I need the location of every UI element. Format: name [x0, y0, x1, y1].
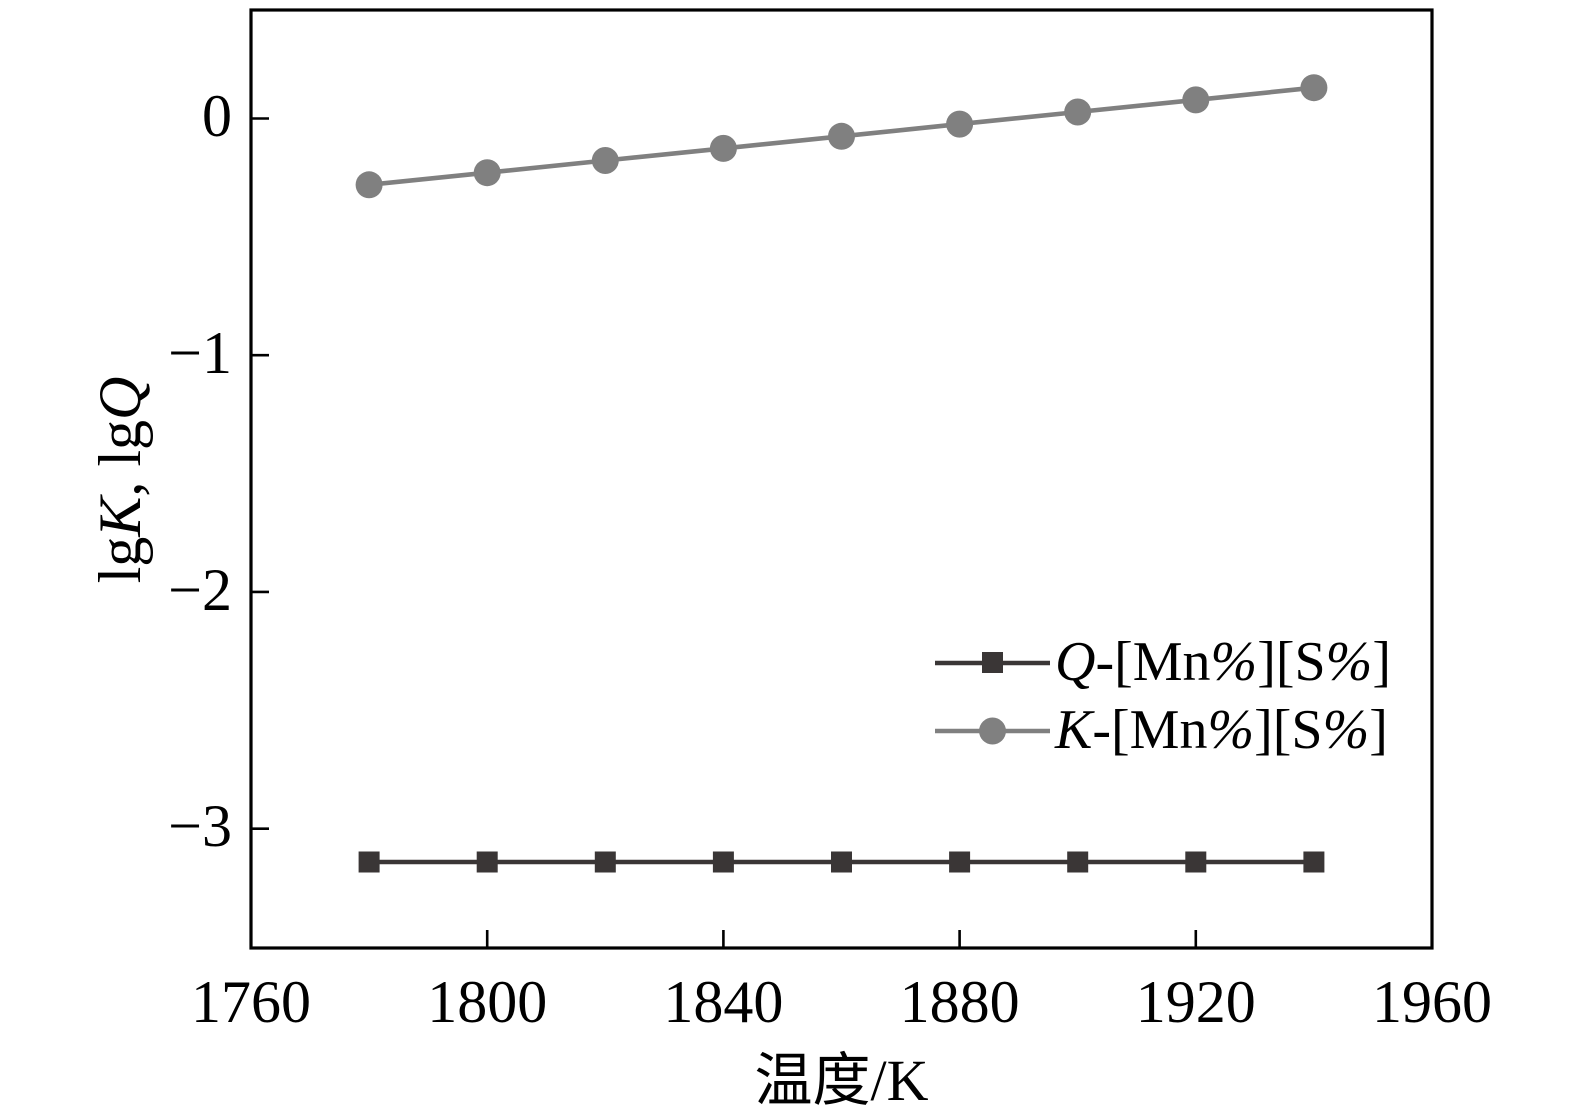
svg-text:lgK, lgQ: lgK, lgQ: [87, 377, 153, 584]
svg-text:1840: 1840: [663, 969, 783, 1035]
svg-text:−2: −2: [168, 557, 232, 623]
svg-text:−3: −3: [168, 793, 232, 859]
svg-text:1880: 1880: [900, 969, 1020, 1035]
svg-text:−1: −1: [168, 320, 232, 386]
svg-text:温度/K: 温度/K: [754, 1048, 928, 1113]
svg-text:1800: 1800: [427, 969, 547, 1035]
svg-text:K-[Mn%][S%]: K-[Mn%][S%]: [1054, 699, 1388, 761]
svg-text:0: 0: [202, 83, 232, 149]
svg-text:1760: 1760: [191, 969, 311, 1035]
svg-text:1960: 1960: [1372, 969, 1492, 1035]
svg-text:Q-[Mn%][S%]: Q-[Mn%][S%]: [1055, 631, 1391, 693]
svg-text:1920: 1920: [1136, 969, 1256, 1035]
